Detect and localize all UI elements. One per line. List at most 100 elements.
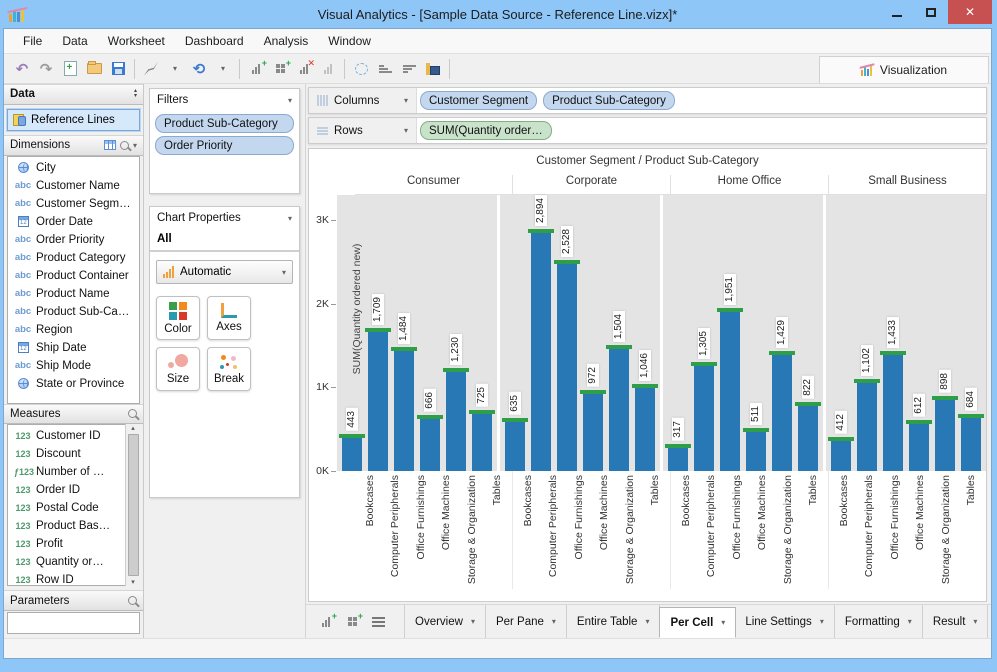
dimensions-header[interactable]: Dimensions ▾ (4, 134, 143, 156)
save-button[interactable] (106, 58, 130, 80)
bar[interactable] (831, 441, 851, 471)
bar-slot[interactable]: 1,433 (880, 316, 906, 471)
remove-chart-button[interactable]: ✕ (292, 58, 316, 80)
bar-slot[interactable]: 822 (795, 376, 821, 471)
menu-data[interactable]: Data (62, 34, 88, 48)
tab-per-pane[interactable]: Per Pane ▾ (486, 605, 567, 638)
bar[interactable] (420, 419, 440, 471)
bar[interactable] (694, 366, 714, 471)
menu-file[interactable]: File (23, 34, 43, 48)
tab-overview[interactable]: Overview ▾ (404, 605, 486, 638)
rotate-selection-button[interactable] (349, 58, 373, 80)
measure-item[interactable]: 123 Order ID (8, 481, 125, 499)
autoupdate-dropdown[interactable]: ▾ (172, 64, 177, 73)
bar-slot[interactable]: 1,951 (717, 273, 743, 471)
bar-slot[interactable]: 1,046 (632, 349, 658, 471)
bar-slot[interactable]: 1,429 (769, 316, 795, 471)
dimension-item[interactable]: State or Province (8, 375, 139, 393)
rows-shelf-label[interactable]: Rows ▾ (309, 118, 417, 143)
rows-pill[interactable]: SUM(Quantity order… (420, 121, 552, 140)
bar[interactable] (720, 312, 740, 471)
bar[interactable] (531, 233, 551, 471)
columns-pill[interactable]: Customer Segment (420, 91, 538, 110)
bar[interactable] (368, 332, 388, 471)
label-button[interactable] (421, 58, 445, 80)
minimize-button[interactable] (880, 0, 914, 24)
bar[interactable] (857, 383, 877, 471)
bar-slot[interactable]: 1,484 (391, 312, 417, 471)
add-table-button[interactable]: + (268, 58, 292, 80)
dimension-item[interactable]: abc Product Name (8, 285, 139, 303)
list-button[interactable] (366, 611, 390, 633)
close-button[interactable]: ✕ (948, 0, 992, 24)
dimension-item[interactable]: abc Product Sub-Ca… (8, 303, 139, 321)
tab-formatting[interactable]: Formatting ▾ (835, 605, 923, 638)
bar[interactable] (446, 372, 466, 471)
break-button[interactable]: Break (207, 347, 251, 391)
measure-item[interactable]: 123 Discount (8, 445, 125, 463)
bar-slot[interactable]: 635 (502, 392, 528, 471)
menu-worksheet[interactable]: Worksheet (107, 34, 165, 48)
undo-button[interactable]: ↶ (10, 58, 34, 80)
tab-entire-table[interactable]: Entire Table ▾ (567, 605, 661, 638)
data-panel-header[interactable]: Data ▴ ▾ (4, 84, 143, 105)
bar-slot[interactable]: 972 (580, 364, 606, 471)
dimension-item[interactable]: Ship Date (8, 339, 139, 357)
bar-slot[interactable]: 317 (665, 418, 691, 471)
bar[interactable] (798, 406, 818, 471)
bar[interactable] (394, 351, 414, 471)
bar-slot[interactable]: 412 (828, 411, 854, 471)
dimension-item[interactable]: abc Customer Name (8, 177, 139, 195)
autoupdate-button[interactable] (139, 58, 163, 80)
bar-slot[interactable]: 2,894 (528, 194, 554, 471)
color-button[interactable]: Color (156, 296, 200, 340)
search-icon[interactable] (128, 409, 137, 419)
bar[interactable] (342, 438, 362, 471)
parameters-header[interactable]: Parameters (4, 590, 143, 612)
refresh-dropdown[interactable]: ▾ (220, 64, 225, 73)
bar-slot[interactable]: 666 (417, 389, 443, 471)
view-data-icon[interactable] (103, 140, 116, 151)
bar[interactable] (609, 349, 629, 471)
redo-button[interactable]: ↷ (34, 58, 58, 80)
filters-header[interactable]: Filters ▾ (157, 94, 292, 106)
sort-ascending-button[interactable] (373, 58, 397, 80)
measure-item[interactable]: 123 Postal Code (8, 499, 125, 517)
dimension-item[interactable]: abc Customer Segm… (8, 195, 139, 213)
axes-button[interactable]: Axes (207, 296, 251, 340)
bar-slot[interactable]: 684 (958, 388, 984, 471)
size-button[interactable]: Size (156, 347, 200, 391)
bar[interactable] (935, 400, 955, 471)
search-icon[interactable] (128, 596, 137, 606)
bar-slot[interactable]: 443 (339, 408, 365, 471)
bar[interactable] (772, 355, 792, 471)
bar[interactable] (557, 264, 577, 471)
chart-properties-header[interactable]: Chart Properties ▾ (157, 212, 292, 224)
bar[interactable] (909, 424, 929, 471)
chevron-down-icon[interactable]: ▾ (132, 140, 137, 150)
data-source-reference-lines[interactable]: Reference Lines (6, 107, 141, 132)
bar-slot[interactable]: 725 (469, 384, 495, 471)
dimension-item[interactable]: City (8, 159, 139, 177)
search-icon[interactable] (119, 140, 129, 150)
bar-slot[interactable]: 612 (906, 394, 932, 471)
bar[interactable] (505, 422, 525, 471)
scrollbar-thumb[interactable] (127, 434, 139, 577)
bar[interactable] (746, 432, 766, 471)
bar-slot[interactable]: 1,709 (365, 293, 391, 471)
measures-header[interactable]: Measures (4, 403, 143, 425)
mark-type-dropdown[interactable]: Automatic ▾ (156, 260, 293, 284)
dimension-item[interactable]: abc Product Category (8, 249, 139, 267)
bar-slot[interactable]: 1,230 (443, 333, 469, 471)
menu-window[interactable]: Window (328, 34, 371, 48)
columns-shelf-label[interactable]: Columns ▾ (309, 88, 417, 113)
dimension-item[interactable]: abc Region (8, 321, 139, 339)
measures-scrollbar[interactable]: ▴ ▾ (125, 424, 140, 587)
chevron-down-icon[interactable]: ▾ (287, 213, 292, 223)
bar[interactable] (883, 355, 903, 471)
bar-slot[interactable]: 898 (932, 370, 958, 471)
open-button[interactable] (82, 58, 106, 80)
bar-slot[interactable]: 1,102 (854, 344, 880, 471)
bar[interactable] (472, 414, 492, 471)
columns-pill[interactable]: Product Sub-Category (543, 91, 675, 110)
